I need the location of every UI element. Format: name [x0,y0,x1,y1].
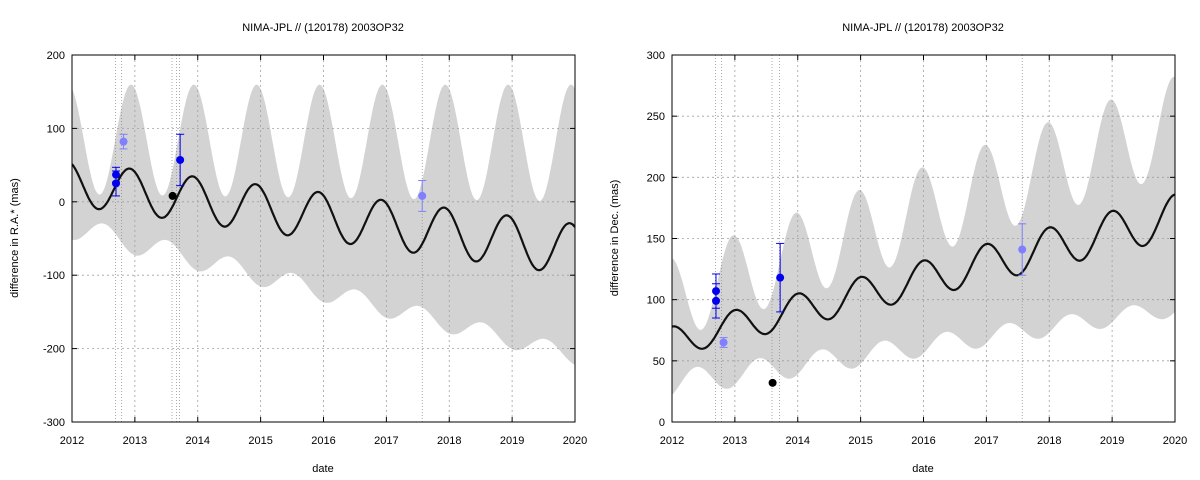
dec-x-tick-label: 2020 [1163,435,1187,447]
ra-data-point [418,191,427,200]
ra-y-tick-label: -300 [43,417,65,429]
ra-x-tick-label: 2016 [311,435,335,447]
ra-x-tick-label: 2019 [500,435,524,447]
ra-x-tick-label: 2015 [248,435,272,447]
ra-chart-panel: NIMA-JPL // (120178) 2003OP32 date diffe… [9,22,587,475]
ra-x-tick-label: 2018 [437,435,461,447]
ra-x-tick-label: 2014 [186,435,210,447]
dec-chart-title: NIMA-JPL // (120178) 2003OP32 [842,22,1004,34]
ra-x-tick-label: 2020 [563,435,587,447]
dec-data-point [776,273,785,282]
dec-x-axis-label: date [912,463,933,475]
dec-y-tick-label: 200 [647,172,665,184]
ra-y-tick-label: 0 [59,197,65,209]
dec-y-tick-label: 300 [647,50,665,62]
ra-data-point [112,179,121,188]
ra-y-axis-label: difference in R.A.* (mas) [9,178,21,298]
ra-x-tick-label: 2017 [374,435,398,447]
dec-y-tick-label: 150 [647,234,665,246]
ra-data-point [119,137,128,146]
dec-x-tick-label: 2017 [974,435,998,447]
ra-plot-layer: 200 100 0 -100 -200 -300 2012 2013 2014 2015 2016 2… [43,50,587,447]
dec-data-point [1018,245,1027,254]
dec-x-tick-label: 2015 [848,435,872,447]
dec-data-point [712,296,721,305]
ra-chart-title: NIMA-JPL // (120178) 2003OP32 [242,22,404,34]
ra-uncertainty-band [72,84,575,365]
ra-model-curve [72,163,575,272]
dec-x-tick-label: 2013 [723,435,747,447]
ra-y-tick-label: -200 [43,344,65,356]
dec-y-tick-label: 0 [659,417,665,429]
dec-chart-panel: NIMA-JPL // (120178) 2003OP32 date diffe… [609,22,1187,475]
dec-model-curve [672,193,1175,350]
dec-x-tick-label: 2018 [1037,435,1061,447]
ra-data-point [176,155,185,164]
dec-x-tick-label: 2016 [911,435,935,447]
ra-x-tick-label: 2012 [60,435,84,447]
ra-x-axis-label: date [312,463,333,475]
dec-data-point [719,338,728,347]
dec-y-tick-label: 50 [653,356,665,368]
dec-x-tick-label: 2012 [660,435,684,447]
ra-y-tick-label: 200 [47,50,65,62]
ra-data-point [168,191,177,200]
dec-x-tick-label: 2019 [1100,435,1124,447]
dec-data-point [768,378,777,387]
ra-y-tick-label: -100 [43,270,65,282]
dec-x-tick-label: 2014 [786,435,810,447]
ra-x-tick-label: 2013 [123,435,147,447]
dec-y-tick-label: 250 [647,111,665,123]
dec-plot-layer: 300 250 200 150 100 50 0 2012 2013 2014 2015 2016 20… [647,50,1188,447]
dec-y-tick-label: 100 [647,295,665,307]
ra-y-tick-label: 100 [47,123,65,135]
dec-y-axis-label: difference in Dec. (mas) [609,180,621,297]
